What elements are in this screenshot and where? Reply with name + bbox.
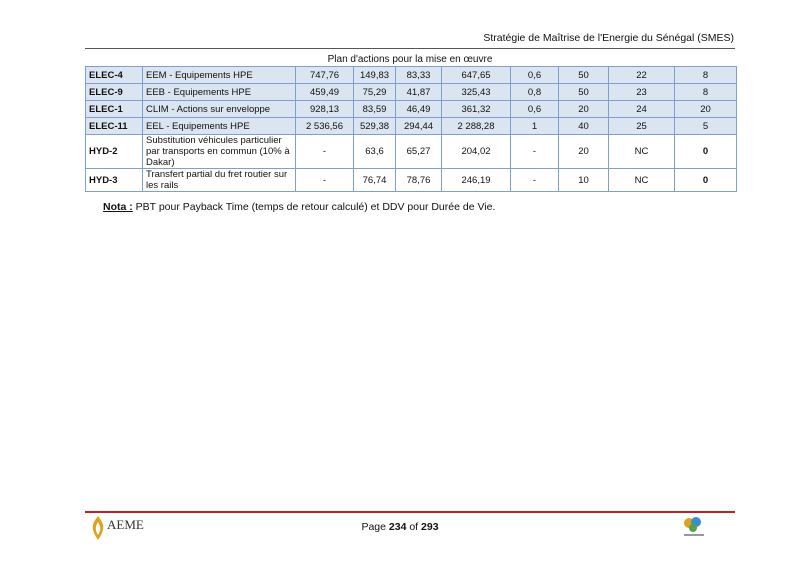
cell: 23 (608, 83, 675, 101)
caption: Plan d'actions pour la mise en œuvre (327, 54, 493, 65)
row-label: Substitution véhicules particulier par t… (142, 134, 296, 169)
page-number: Page 234 of 293 (0, 521, 800, 533)
row-code: ELEC-1 (85, 100, 143, 118)
page-current: 234 (388, 521, 407, 533)
cell: 529,38 (353, 117, 396, 135)
row-code: ELEC-4 (85, 66, 143, 84)
row-label: EEM - Equipements HPE (142, 66, 296, 84)
cell: 928,13 (295, 100, 354, 118)
cell: 41,87 (395, 83, 442, 101)
row-code: ELEC-9 (85, 83, 143, 101)
header-title: Stratégie de Maîtrise de l'Energie du Sé… (483, 32, 734, 44)
table-row: ELEC-11 EEL - Equipements HPE 2 536,56 529,… (85, 117, 737, 135)
logo-drop-inner (95, 522, 101, 535)
cell: 246,19 (441, 168, 511, 192)
note-text: PBT pour Payback Time (temps de retour c… (135, 201, 496, 213)
table-row: HYD-3 Transfert partial du fret routier s… (85, 168, 737, 192)
cell: 25 (608, 117, 675, 135)
header-rule (85, 48, 735, 49)
cell: 20 (674, 100, 737, 118)
cell: 10 (558, 168, 609, 192)
cell: 1 (510, 117, 559, 135)
cell: 83,59 (353, 100, 396, 118)
note-label: Nota : (103, 201, 133, 213)
cell: 149,83 (353, 66, 396, 84)
cell: 8 (674, 83, 737, 101)
partner-logo (684, 517, 704, 536)
cell: 24 (608, 100, 675, 118)
cell: 361,32 (441, 100, 511, 118)
cell: 747,76 (295, 66, 354, 84)
page-word: Page (361, 521, 386, 533)
row-label: EEL - Equipements HPE (142, 117, 296, 135)
cell: 0,8 (510, 83, 559, 101)
table-row: ELEC-1 CLIM - Actions sur enveloppe 928,13… (85, 100, 737, 118)
table-row: ELEC-4 EEM - Equipements HPE 747,76 149,83 8… (85, 66, 737, 84)
cell: 65,27 (395, 134, 442, 169)
cell: - (510, 134, 559, 169)
plan-table: ELEC-4 EEM - Equipements HPE 747,76 149,83 8… (85, 66, 737, 192)
cell: 20 (558, 100, 609, 118)
of-word: of (409, 521, 419, 533)
cell: 2 536,56 (295, 117, 354, 135)
cell: 40 (558, 117, 609, 135)
cell: 22 (608, 66, 675, 84)
cell: - (510, 168, 559, 192)
logo-text: AEME (107, 517, 144, 532)
cell: 76,74 (353, 168, 396, 192)
cell: 75,29 (353, 83, 396, 101)
footer-rule (85, 511, 735, 513)
table-row: ELEC-9 EEB - Equipements HPE 459,49 75,29 41… (85, 83, 737, 101)
page-total: 293 (421, 521, 439, 533)
row-code: ELEC-11 (85, 117, 143, 135)
cell: 647,65 (441, 66, 511, 84)
row-label: Transfert partial du fret routier sur le… (142, 168, 296, 192)
row-label: EEB - Equipements HPE (142, 83, 296, 101)
cell: - (295, 134, 354, 169)
row-code: HYD-3 (85, 168, 143, 192)
cell: 8 (674, 66, 737, 84)
cell: 5 (674, 117, 737, 135)
cell: 20 (558, 134, 609, 169)
cell: 204,02 (441, 134, 511, 169)
cell: 83,33 (395, 66, 442, 84)
note: Nota : PBT pour Payback Time (temps de r… (103, 201, 495, 213)
cell: 294,44 (395, 117, 442, 135)
cell: 325,43 (441, 83, 511, 101)
logo: AEME (92, 516, 144, 540)
cell: NC (608, 168, 675, 192)
cell: NC (608, 134, 675, 169)
cell: 0 (674, 168, 737, 192)
cell: 50 (558, 83, 609, 101)
row-label: CLIM - Actions sur enveloppe (142, 100, 296, 118)
cell: 50 (558, 66, 609, 84)
cell: - (295, 168, 354, 192)
cell: 46,49 (395, 100, 442, 118)
cell: 0,6 (510, 100, 559, 118)
cell: 459,49 (295, 83, 354, 101)
cell: 0 (674, 134, 737, 169)
table-row: HYD-2 Substitution véhicules particulier … (85, 134, 737, 169)
cell: 2 288,28 (441, 117, 511, 135)
cell: 63,6 (353, 134, 396, 169)
row-code: HYD-2 (85, 134, 143, 169)
cell: 78,76 (395, 168, 442, 192)
cell: 0,6 (510, 66, 559, 84)
